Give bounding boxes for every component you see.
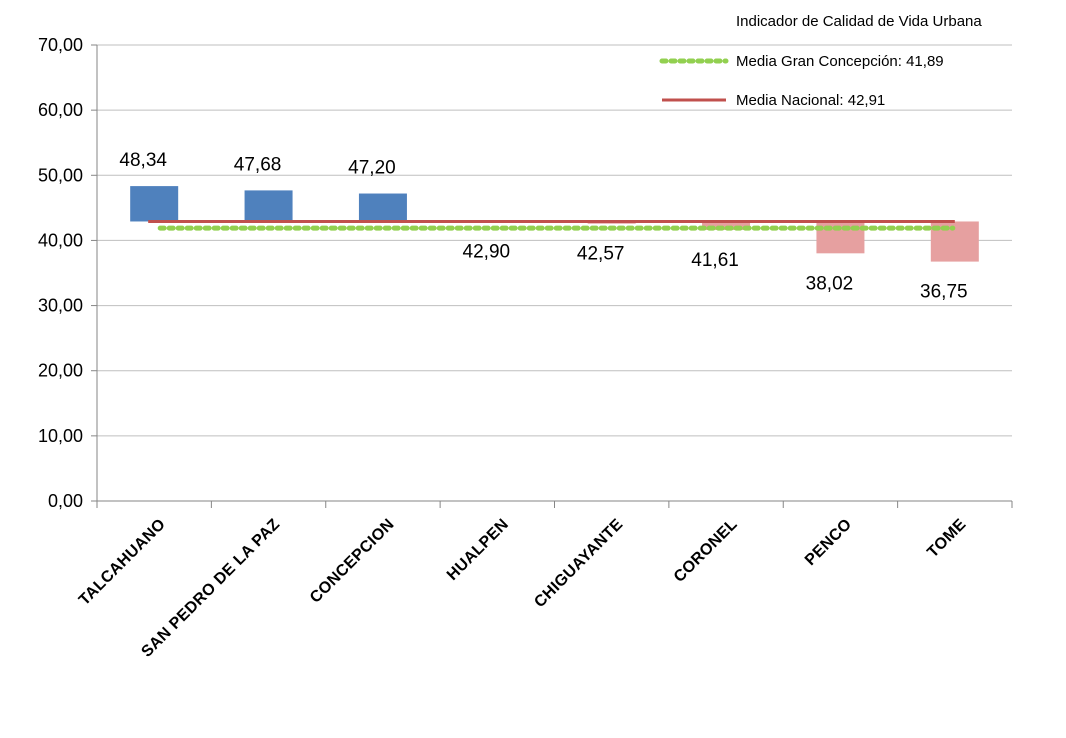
bar-coronel — [702, 221, 751, 230]
y-tick-label: 40,00 — [38, 230, 83, 250]
data-label-chiguayante: 42,57 — [577, 244, 625, 265]
category-label-talcahuano: TALCAHUANO — [76, 516, 169, 609]
data-label-tome: 36,75 — [920, 282, 968, 303]
legend: Indicador de Calidad de Vida Urbana Medi… — [659, 13, 982, 109]
category-label-coronel: CORONEL — [671, 516, 741, 586]
gridlines — [97, 44, 1012, 437]
bars — [130, 186, 979, 262]
data-label-talcahuano: 48,34 — [119, 150, 167, 171]
data-label-hualpen: 42,90 — [463, 242, 511, 263]
data-label-coronel: 41,61 — [691, 250, 739, 271]
data-labels: 48,34 47,68 47,20 42,90 42,57 41,61 38,02 36,75 — [119, 150, 967, 303]
y-tick-label: 10,00 — [38, 426, 83, 446]
y-tick-label: 30,00 — [38, 296, 83, 316]
bar-talcahuano — [130, 186, 179, 222]
category-label-san-pedro-de-la-paz: SAN PEDRO DE LA PAZ — [138, 516, 283, 661]
category-label-penco: PENCO — [802, 516, 855, 569]
bar-concepcion — [358, 193, 407, 222]
y-tick-label: 50,00 — [38, 165, 83, 185]
category-label-tome: TOME — [924, 516, 969, 561]
axes: 0,00 10,00 20,00 30,00 40,00 50,00 60,00 70,00 — [38, 35, 1013, 511]
data-label-penco: 38,02 — [806, 273, 854, 294]
category-label-chiguayante: CHIGUAYANTE — [531, 516, 626, 611]
y-tick-label: 60,00 — [38, 100, 83, 120]
data-label-san-pedro-de-la-paz: 47,68 — [234, 154, 282, 175]
category-label-concepcion: CONCEPCION — [307, 516, 398, 607]
bar-san-pedro-de-la-paz — [244, 190, 293, 222]
reference-lines — [148, 219, 956, 231]
y-tick-label: 70,00 — [38, 35, 83, 55]
legend-title: Indicador de Calidad de Vida Urbana — [736, 13, 982, 30]
y-tick-label: 0,00 — [48, 491, 83, 511]
legend-label-media-nacional: Media Nacional: 42,91 — [736, 92, 885, 109]
legend-label-media-gran-concepcion: Media Gran Concepción: 41,89 — [736, 53, 944, 70]
category-label-hualpen: HUALPEN — [444, 516, 512, 584]
data-label-concepcion: 47,20 — [348, 158, 396, 179]
y-tick-label: 20,00 — [38, 361, 83, 381]
